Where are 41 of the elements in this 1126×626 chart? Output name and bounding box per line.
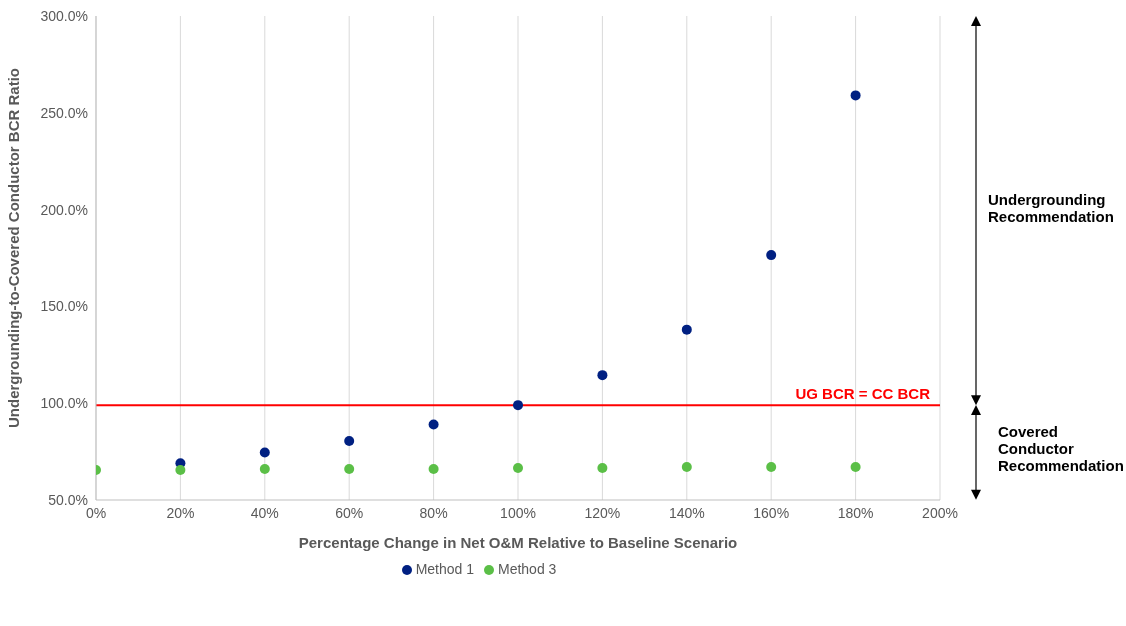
- point: [850, 90, 861, 101]
- text: Covered Conductor Recommendation: [998, 422, 1124, 474]
- x-tick-label: 100%: [500, 504, 536, 521]
- point: [428, 464, 439, 475]
- x-tick-label: 60%: [335, 504, 364, 521]
- x-tick-label: 140%: [668, 504, 705, 521]
- x-tick-label: 180%: [837, 504, 874, 521]
- y-tick-label: 150.0%: [40, 298, 88, 315]
- x-tick-label: 160%: [753, 504, 790, 521]
- point: [513, 463, 523, 474]
- point: [344, 435, 355, 446]
- y-tick-label: 50.0%: [48, 491, 88, 508]
- point: [597, 370, 608, 381]
- legend-label: Method 3: [498, 561, 557, 577]
- y-axis-title: Undergrounding-to-Covered Conductor BCR Ratio: [5, 68, 23, 428]
- y-tick-label: 250.0%: [40, 104, 88, 121]
- point: [681, 462, 692, 473]
- x-tick-label: 0%: [85, 504, 107, 521]
- point: [597, 463, 608, 474]
- point: [259, 447, 270, 458]
- x-tick-label: 20%: [166, 504, 195, 521]
- point: [766, 462, 777, 473]
- text: Undergrounding Recommendation: [988, 190, 1115, 225]
- y-tick-label: 200.0%: [40, 201, 88, 218]
- point: [681, 324, 692, 335]
- point: [513, 400, 523, 411]
- point: [175, 464, 186, 475]
- ref-line-label: UG BCR = CC BCR: [795, 385, 931, 403]
- x-tick-label: 80%: [419, 504, 448, 521]
- x-tick-label: 120%: [584, 504, 621, 521]
- x-axis-title: Percentage Change in Net O&M Relative to Baseline Scenario: [298, 534, 738, 551]
- point: [344, 464, 355, 475]
- point: [850, 462, 861, 473]
- point: [766, 250, 777, 261]
- x-tick-label: 200%: [922, 504, 958, 521]
- legend-label: Method 1: [415, 561, 474, 577]
- point: [428, 419, 439, 430]
- x-tick-label: 40%: [250, 504, 279, 521]
- y-tick-label: 100.0%: [40, 395, 88, 412]
- y-tick-label: 300.0%: [40, 7, 88, 24]
- point: [259, 464, 270, 475]
